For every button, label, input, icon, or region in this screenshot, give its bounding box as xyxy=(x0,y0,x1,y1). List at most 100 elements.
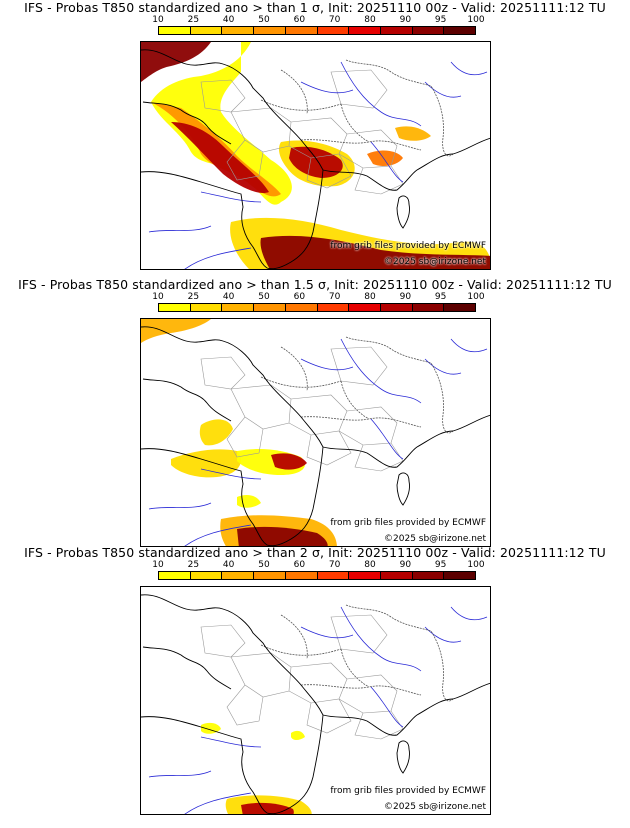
map-panel-2: IFS - Probas T850 standardized ano > tha… xyxy=(0,277,630,547)
colorbar-swatch xyxy=(222,304,255,311)
copyright-credit: ©2025 sb@irizone.net xyxy=(384,534,486,544)
department-boundaries xyxy=(200,346,404,472)
colorbar-swatch xyxy=(254,572,286,579)
country-borders xyxy=(260,604,454,702)
colorbar-swatch xyxy=(317,27,350,34)
probability-map: from grib files provided by ECMWF ©2025 … xyxy=(140,586,491,815)
probability-area xyxy=(241,802,294,814)
colorbar-tick-label: 80 xyxy=(364,15,376,25)
probability-area xyxy=(171,449,241,478)
colorbar-tick-label: 40 xyxy=(222,292,235,302)
panel-title: IFS - Probas T850 standardized ano > tha… xyxy=(18,277,612,292)
colorbar-tick-label: 95 xyxy=(434,560,447,570)
colorbar-tick-label: 60 xyxy=(293,292,306,302)
colorbar-swatch xyxy=(285,27,318,34)
colorbar-tick-label: 80 xyxy=(364,560,376,570)
colorbar-swatch xyxy=(349,572,381,579)
colorbar-swatch xyxy=(349,27,381,34)
colorbar-swatch xyxy=(412,27,445,34)
probability-area xyxy=(289,146,343,178)
colorbar-tick-label: 100 xyxy=(467,292,485,302)
department-boundaries xyxy=(200,614,404,740)
colorbar-swatch xyxy=(349,304,381,311)
colorbar-swatch xyxy=(222,27,255,34)
colorbar-swatch xyxy=(380,572,413,579)
probability-area xyxy=(141,319,211,343)
colorbar-swatch xyxy=(317,572,350,579)
probability-area xyxy=(237,495,261,508)
probability-area xyxy=(367,150,403,166)
colorbar-swatch xyxy=(190,572,223,579)
colorbar-tick-label: 60 xyxy=(293,560,306,570)
colorbar-tick-label: 80 xyxy=(364,292,376,302)
colorbar-tick-label: 50 xyxy=(258,560,270,570)
map-panel-1: IFS - Probas T850 standardized ano > tha… xyxy=(0,0,630,270)
colorbar-tick-label: 60 xyxy=(293,15,306,25)
coastline xyxy=(142,646,324,814)
colorbar-tick-label: 100 xyxy=(467,560,485,570)
source-credit: from grib files provided by ECMWF xyxy=(330,518,486,528)
colorbar-ticks: 10 25 40 50 60 70 80 90 95 100 xyxy=(152,15,484,25)
map-canvas xyxy=(141,594,490,814)
colorbar-swatch xyxy=(412,304,445,311)
colorbar-swatch xyxy=(190,27,223,34)
colorbar-tick-label: 95 xyxy=(434,15,447,25)
source-credit: from grib files provided by ECMWF xyxy=(330,786,486,796)
colorbar xyxy=(158,26,476,35)
probability-area xyxy=(141,42,211,82)
probability-area xyxy=(271,453,307,470)
probability-area xyxy=(291,730,305,740)
panel-title: IFS - Probas T850 standardized ano > tha… xyxy=(24,0,606,15)
colorbar-tick-label: 25 xyxy=(187,560,200,570)
colorbar-swatch xyxy=(159,304,191,311)
probability-area xyxy=(199,419,233,446)
colorbar-tick-label: 50 xyxy=(258,15,270,25)
colorbar-swatch xyxy=(380,304,413,311)
department-boundaries xyxy=(200,69,404,195)
country-borders xyxy=(260,336,454,434)
colorbar-swatch xyxy=(317,304,350,311)
colorbar-tick-label: 25 xyxy=(187,292,200,302)
colorbar-ticks: 10 25 40 50 60 70 80 90 95 100 xyxy=(152,560,484,570)
colorbar-tick-label: 10 xyxy=(152,15,164,25)
colorbar-swatch xyxy=(380,27,413,34)
colorbar-swatch xyxy=(254,27,286,34)
colorbar-swatch xyxy=(222,572,255,579)
colorbar-swatch xyxy=(412,572,445,579)
source-credit: from grib files provided by ECMWF xyxy=(330,241,486,251)
map-canvas xyxy=(141,42,490,269)
copyright-credit: ©2025 sb@irizone.net xyxy=(384,802,486,812)
colorbar xyxy=(158,303,476,312)
colorbar-tick-label: 10 xyxy=(152,560,164,570)
colorbar-tick-label: 50 xyxy=(258,292,270,302)
colorbar-swatch xyxy=(444,27,476,34)
colorbar-tick-label: 40 xyxy=(222,15,235,25)
probability-area xyxy=(260,235,490,269)
probability-area xyxy=(237,526,328,546)
colorbar-tick-label: 90 xyxy=(399,560,412,570)
rivers xyxy=(148,338,488,546)
colorbar-swatch xyxy=(159,572,191,579)
coastline xyxy=(141,49,490,269)
copyright-credit: ©2025 sb@irizone.net xyxy=(384,257,486,267)
country-borders xyxy=(260,59,454,157)
probability-map: from grib files provided by ECMWF ©2025 … xyxy=(140,318,491,547)
corsica-coastline xyxy=(396,195,410,229)
coastline xyxy=(142,101,324,269)
colorbar-swatch xyxy=(444,572,476,579)
colorbar-swatch xyxy=(190,304,223,311)
probability-area xyxy=(171,122,269,194)
colorbar xyxy=(158,571,476,580)
probability-area xyxy=(141,42,292,205)
corsica-coastline xyxy=(396,472,410,506)
colorbar-tick-label: 40 xyxy=(222,560,235,570)
panel-title: IFS - Probas T850 standardized ano > tha… xyxy=(24,545,606,560)
colorbar-swatch xyxy=(254,304,286,311)
coastline xyxy=(141,326,490,546)
probability-map: from grib files provided by ECMWF ©2025 … xyxy=(140,41,491,270)
colorbar-tick-label: 70 xyxy=(328,292,341,302)
colorbar-tick-label: 70 xyxy=(328,560,341,570)
colorbar-tick-label: 95 xyxy=(434,292,447,302)
colorbar-tick-label: 100 xyxy=(467,15,485,25)
colorbar-tick-label: 70 xyxy=(328,15,341,25)
